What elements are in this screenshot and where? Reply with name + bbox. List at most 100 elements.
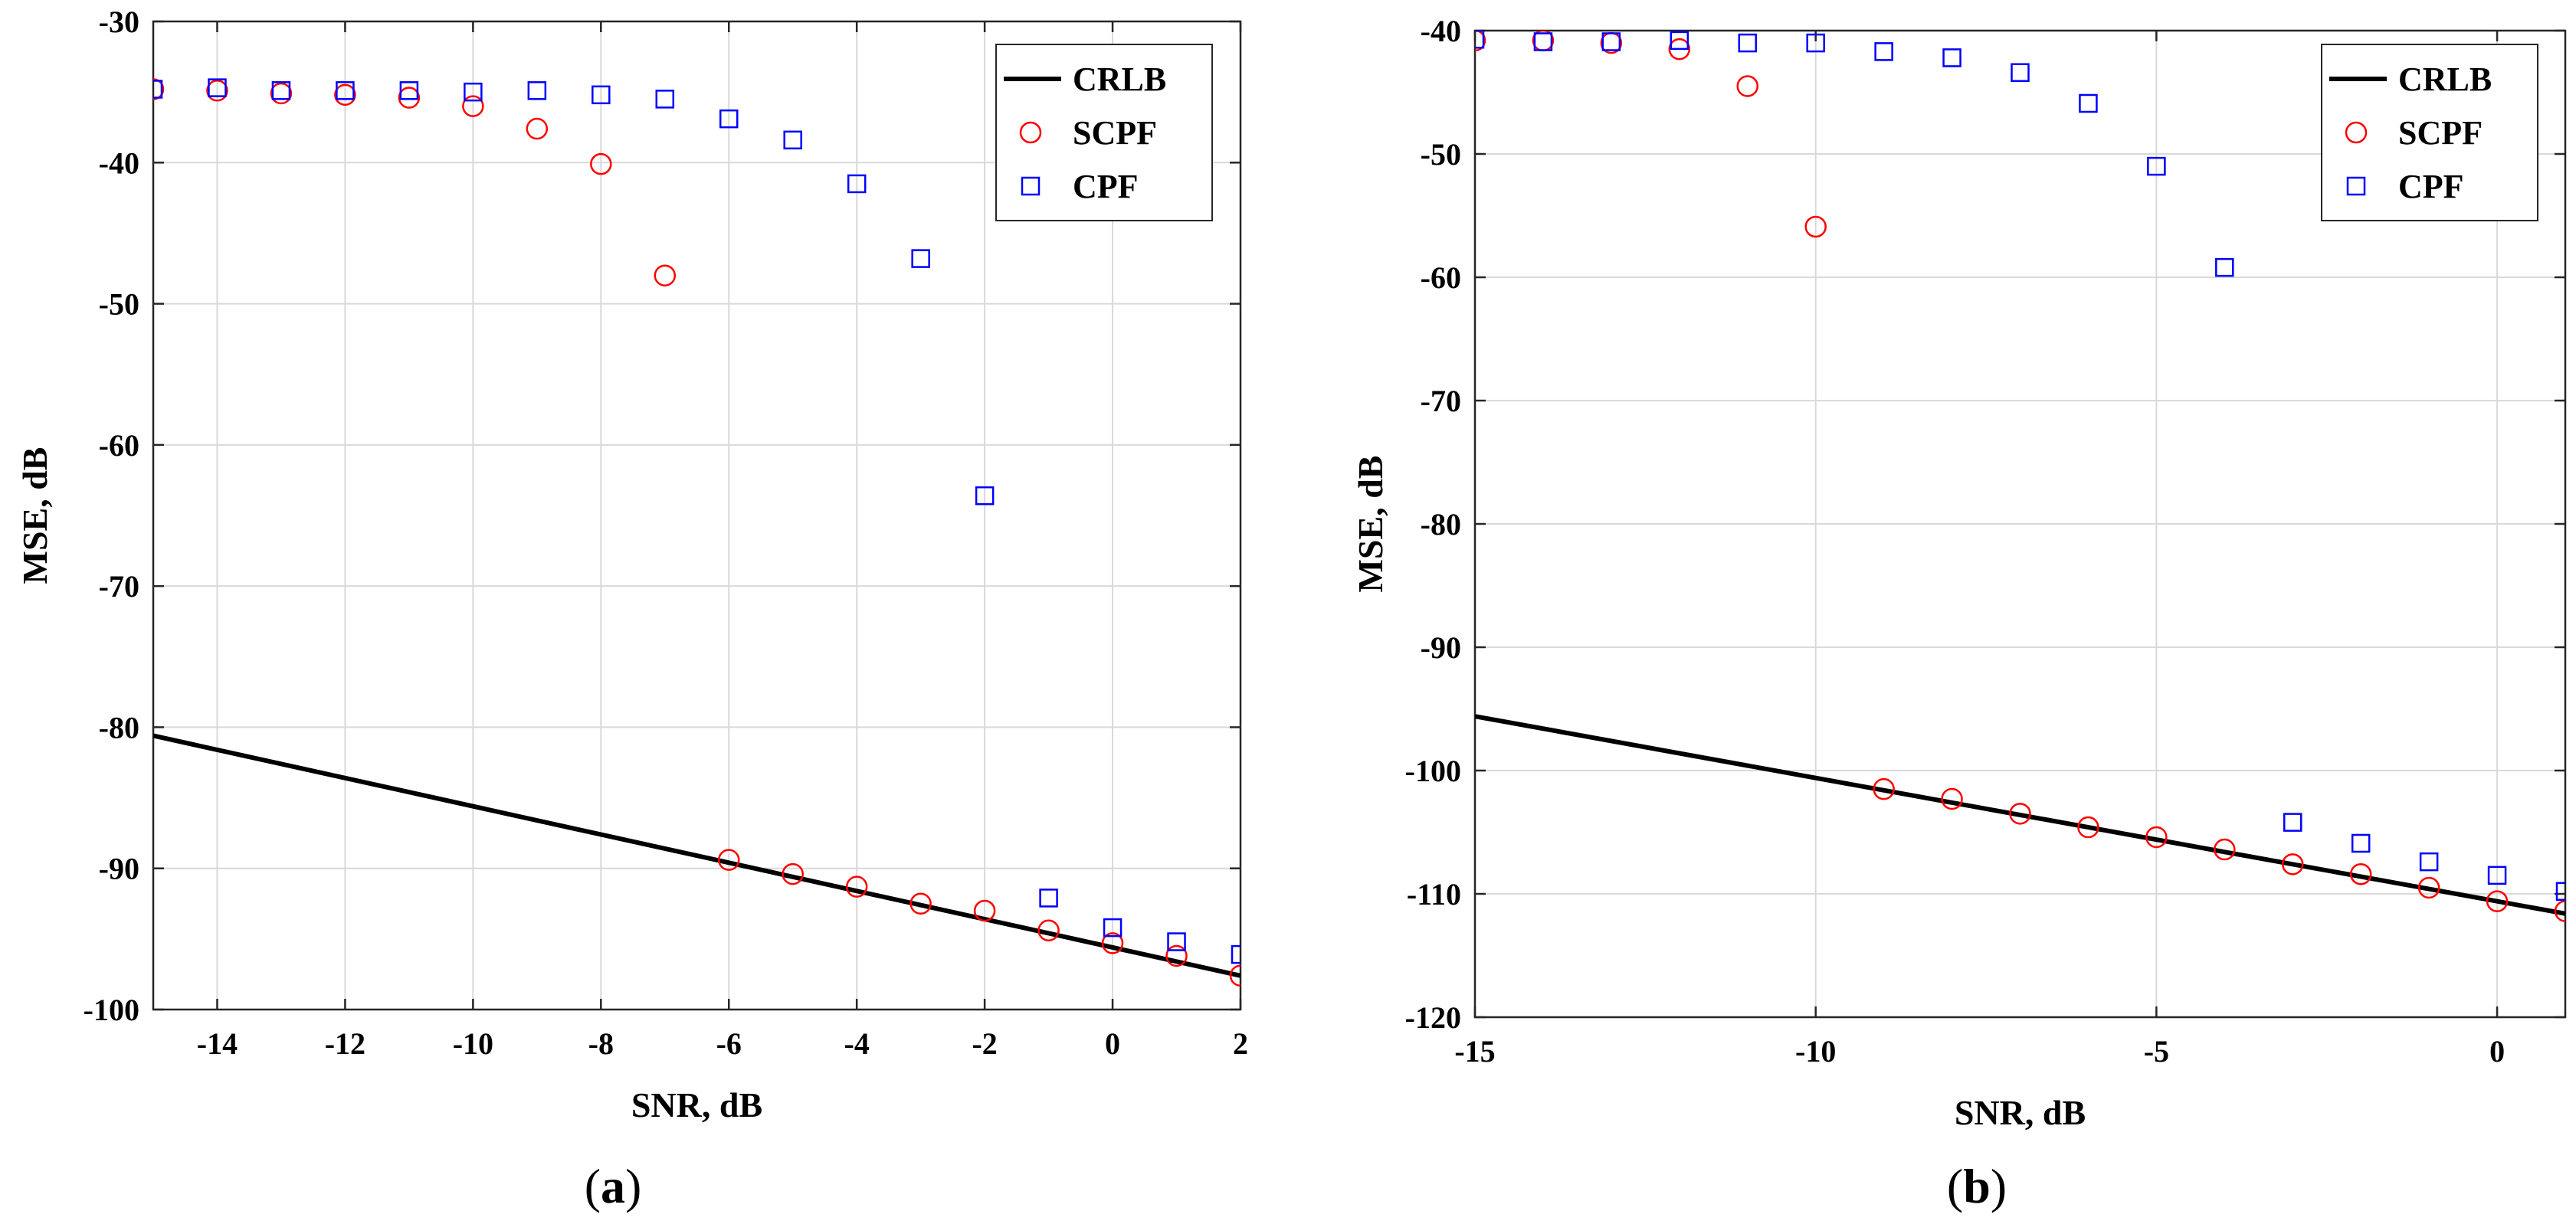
y-axis-title-a: MSE, dB — [15, 447, 54, 584]
y-tick-label-b: -120 — [1405, 1000, 1461, 1035]
point-scpf-a — [206, 80, 228, 102]
y-tick-label-a: -60 — [99, 428, 139, 463]
legend-b: CRLB SCPF CPF — [2321, 44, 2538, 221]
x-tick-label-a: -10 — [453, 1026, 493, 1061]
point-scpf-a — [1229, 964, 1240, 987]
legend-item-cpf-a: CPF — [1021, 168, 1139, 205]
point-cpf-a — [153, 80, 163, 99]
data-marks-a — [153, 78, 1240, 987]
point-scpf-b — [1736, 75, 1758, 97]
point-cpf-b — [1601, 32, 1621, 51]
x-tick-label-a: -6 — [716, 1026, 742, 1061]
point-cpf-a — [719, 109, 739, 129]
point-cpf-a — [975, 486, 995, 506]
panel-a: -14 -12 -10 -8 -6 -4 -2 0 2 -100-90-80-70-60-50-… — [15, 5, 1248, 1213]
point-cpf-a — [208, 78, 227, 97]
x-tick-labels-b: -15 -10 -5 0 — [1454, 1034, 2505, 1069]
point-scpf-b — [2486, 890, 2509, 912]
point-scpf-b — [2282, 853, 2304, 875]
caption-letter-a: a — [601, 1159, 625, 1213]
y-tick-label-a: -50 — [99, 287, 139, 322]
point-cpf-a — [464, 82, 483, 102]
point-scpf-b — [2214, 838, 2236, 861]
caption-open-paren-b: ( — [1947, 1159, 1963, 1213]
point-cpf-a — [1231, 944, 1240, 964]
y-tick-label-a: -80 — [99, 710, 139, 745]
series-line-crlb-b — [1475, 714, 2565, 916]
y-tick-label-a: -100 — [84, 993, 139, 1027]
legend-box-a — [995, 44, 1213, 221]
x-tick-label-a: -12 — [325, 1026, 365, 1061]
legend-label-scpf-b: SCPF — [2398, 114, 2483, 152]
data-marks-b — [1475, 31, 2565, 922]
caption-b: (b) — [1947, 1159, 2007, 1213]
x-axis-title-b: SNR, dB — [1955, 1093, 2086, 1132]
point-cpf-a — [1167, 932, 1186, 951]
point-cpf-b — [2215, 257, 2234, 277]
legend-label-scpf-a: SCPF — [1073, 114, 1157, 152]
legend-label-crlb-a: CRLB — [1073, 61, 1166, 98]
y-tick-labels-a: -100 -90 -80 -70 -60 -50 -40 -30 — [84, 5, 139, 1027]
point-scpf-a — [973, 899, 996, 922]
point-cpf-a — [399, 81, 419, 100]
point-scpf-b — [1804, 215, 1827, 238]
point-scpf-b — [2145, 826, 2168, 849]
legend-symbol-scpf-b — [2345, 121, 2368, 144]
point-scpf-a — [462, 95, 484, 117]
point-cpf-a — [527, 81, 547, 100]
y-tick-label-a: -40 — [99, 146, 139, 180]
point-scpf-a — [845, 875, 868, 898]
point-cpf-a — [911, 249, 930, 268]
point-scpf-a — [334, 83, 356, 106]
point-scpf-b — [2349, 862, 2372, 885]
legend-symbol-scpf-a — [1019, 121, 1042, 144]
point-cpf-b — [1738, 33, 1757, 53]
x-tick-label-b: -10 — [1795, 1034, 1836, 1069]
y-axis-title-b: MSE, dB — [1351, 456, 1390, 593]
point-scpf-b — [1941, 787, 1963, 810]
legend-label-cpf-a: CPF — [1073, 168, 1139, 205]
x-tick-label-b: 0 — [2489, 1034, 2505, 1069]
legend-symbol-cpf-a — [1021, 176, 1041, 196]
point-scpf-a — [717, 849, 740, 871]
y-tick-label-a: -30 — [99, 5, 139, 39]
legend-a: CRLB SCPF CPF — [995, 44, 1213, 221]
legend-item-crlb-a: CRLB — [1004, 61, 1166, 98]
legend-label-cpf-b: CPF — [2398, 168, 2464, 205]
point-scpf-b — [2009, 803, 2031, 825]
y-tick-label-a: -90 — [99, 852, 139, 886]
legend-item-scpf-a: SCPF — [1019, 114, 1157, 152]
y-tick-label-b: -60 — [1421, 260, 1461, 295]
point-cpf-a — [592, 85, 611, 105]
point-cpf-a — [336, 81, 355, 100]
point-scpf-a — [782, 862, 804, 885]
y-tick-label-b: -110 — [1407, 877, 1461, 911]
point-cpf-b — [1874, 42, 1893, 61]
point-scpf-a — [909, 892, 932, 915]
point-cpf-b — [2351, 833, 2371, 853]
point-cpf-b — [2283, 813, 2302, 832]
point-cpf-b — [1475, 31, 1485, 49]
y-tick-label-b: -80 — [1421, 507, 1461, 542]
y-tick-label-b: -100 — [1405, 754, 1461, 788]
y-tick-labels-b: -120 -110 -100 -90 -80 -70 -60 -50 -40 — [1405, 14, 1461, 1035]
point-scpf-b — [2417, 876, 2440, 899]
point-cpf-b — [1533, 32, 1553, 51]
point-cpf-b — [2011, 63, 2030, 82]
y-tick-label-b: -50 — [1421, 137, 1461, 172]
panel-b: -15 -10 -5 0 -120-110-100-90-80-70-60-50-40… — [1351, 14, 2567, 1213]
legend-item-cpf-b: CPF — [2346, 168, 2464, 205]
caption-close-paren-a: ) — [625, 1159, 641, 1213]
tick-marks-a — [153, 20, 1242, 1011]
point-cpf-a — [271, 81, 291, 100]
point-scpf-a — [590, 152, 612, 175]
point-cpf-b — [1942, 48, 1961, 67]
x-tick-label-a: -4 — [844, 1026, 870, 1061]
y-tick-label-b: -90 — [1421, 630, 1461, 665]
point-scpf-b — [1475, 31, 1486, 52]
legend-item-scpf-b: SCPF — [2345, 114, 2483, 152]
x-tick-label-a: -2 — [972, 1026, 997, 1061]
point-cpf-a — [783, 130, 802, 150]
point-scpf-b — [2077, 816, 2099, 839]
